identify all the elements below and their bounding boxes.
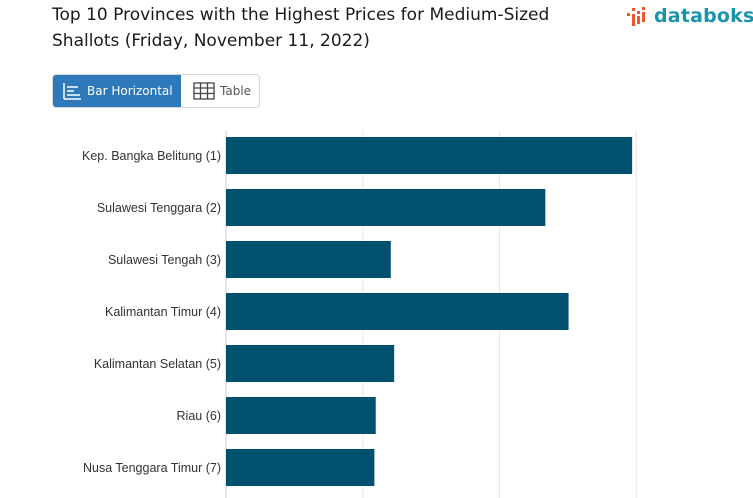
table-grid-icon: [193, 82, 215, 100]
bar[interactable]: [226, 397, 376, 434]
bar-horizontal-icon: [62, 82, 82, 100]
bar[interactable]: [226, 345, 395, 382]
databoks-logo-icon: [627, 7, 645, 26]
category-labels: Kep. Bangka Belitung (1) Sulawesi Tenggar…: [82, 149, 221, 475]
category-label: Nusa Tenggara Timur (7): [83, 461, 221, 475]
bar[interactable]: [226, 137, 633, 174]
bar[interactable]: [226, 449, 375, 486]
bar-horizontal-button[interactable]: Bar Horizontal: [53, 75, 181, 107]
category-label: Kalimantan Selatan (5): [94, 357, 221, 371]
bars: [226, 137, 633, 486]
category-label: Riau (6): [177, 409, 221, 423]
bar-horizontal-label: Bar Horizontal: [87, 84, 173, 98]
table-button[interactable]: Table: [181, 75, 251, 107]
bar[interactable]: [226, 293, 569, 330]
databoks-logo[interactable]: databoks: [626, 4, 753, 28]
category-label: Kep. Bangka Belitung (1): [82, 149, 221, 163]
view-toggle: Bar Horizontal Table: [52, 74, 260, 108]
category-label: Sulawesi Tenggara (2): [97, 201, 221, 215]
chart-title: Top 10 Provinces with the Highest Prices…: [52, 5, 550, 51]
bar[interactable]: [226, 189, 546, 226]
bar[interactable]: [226, 241, 391, 278]
databoks-wordmark: databoks: [654, 5, 753, 27]
category-label: Kalimantan Timur (4): [105, 305, 221, 319]
table-label: Table: [220, 84, 252, 98]
category-label: Sulawesi Tengah (3): [108, 253, 221, 267]
